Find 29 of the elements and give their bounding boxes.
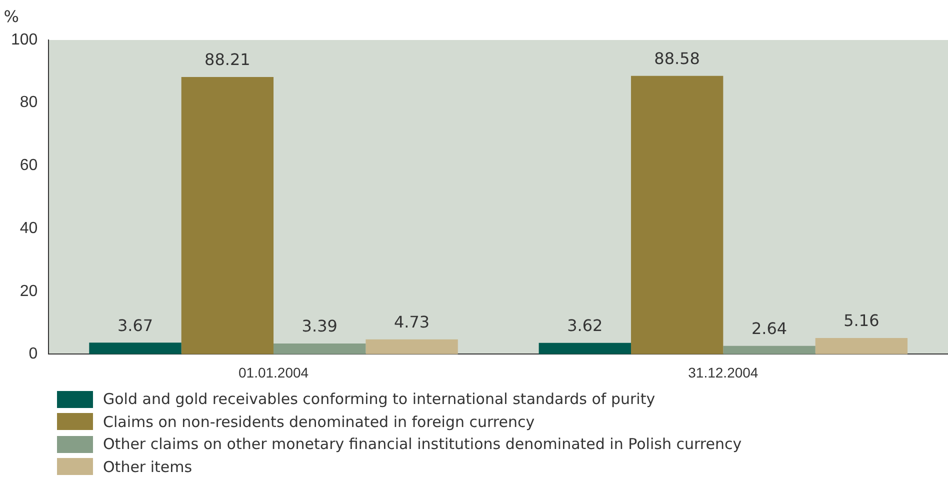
bar (366, 339, 458, 354)
data-label: 3.39 (302, 316, 338, 336)
data-label: 5.16 (844, 311, 880, 330)
bar (815, 338, 908, 354)
y-tick-label: 80 (20, 94, 38, 112)
y-tick-label: 0 (28, 346, 38, 363)
bar (89, 342, 182, 354)
data-label: 3.62 (567, 316, 603, 335)
x-tick-label: 31.12.2004 (688, 364, 758, 380)
bar (274, 344, 366, 354)
data-label: 88.58 (654, 49, 700, 68)
y-tick-label: 60 (20, 157, 38, 174)
legend-label: Other items (103, 458, 192, 476)
data-label: 2.64 (751, 319, 788, 338)
y-axis-title: % (4, 7, 19, 26)
bar (538, 342, 631, 354)
y-tick-label: 40 (20, 220, 38, 237)
bar (723, 346, 816, 354)
data-label: 3.67 (117, 316, 154, 335)
y-tick-label: 100 (10, 31, 38, 48)
bar (181, 77, 274, 354)
data-label: 88.21 (204, 50, 250, 70)
x-tick-label: 01.01.2004 (238, 364, 309, 380)
legend-label: Claims on non-residents denominated in foreign currency (103, 412, 535, 431)
legend-label: Gold and gold receivables conforming to international standards of purity (103, 390, 656, 408)
bar (630, 76, 724, 354)
y-tick-label: 20 (20, 282, 38, 300)
data-label: 4.73 (394, 312, 430, 332)
legend-label: Other claims on other monetary financial institutions denominated in Polish currency (103, 435, 742, 454)
